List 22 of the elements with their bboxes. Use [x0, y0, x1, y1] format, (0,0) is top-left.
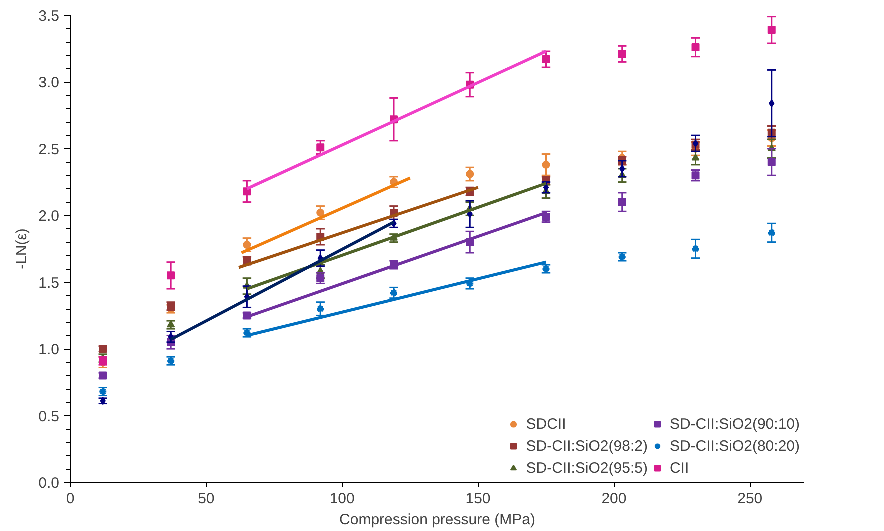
y-tick-label: 1.0: [38, 342, 60, 359]
y-axis-title: -LN(ε): [14, 228, 31, 270]
legend-label: CII: [670, 460, 690, 476]
x-tick-label: 150: [466, 490, 491, 508]
x-tick-label: 0: [66, 490, 75, 508]
legend-label: SDCII: [526, 416, 566, 432]
y-tick-label: 1.5: [38, 274, 60, 292]
x-tick-label: 200: [602, 490, 627, 508]
legend-label: SD-CII:SiO2(95:5): [526, 460, 648, 476]
x-axis-title: Compression pressure (MPa): [340, 512, 536, 528]
legend-label: SD-CII:SiO2(80:20): [670, 438, 800, 454]
y-tick-label: 2.5: [38, 141, 60, 158]
legend-label: SD-CII:SiO2(98:2): [526, 438, 648, 454]
y-tick-label: 0.5: [38, 408, 60, 426]
legend-label: SD-CII:SiO2(90:10): [670, 416, 800, 432]
x-tick-label: 100: [330, 490, 355, 508]
y-tick-label: 3.0: [38, 74, 60, 92]
x-tick-label: 250: [738, 490, 763, 508]
y-tick-label: 2.0: [38, 208, 60, 226]
y-tick-label: 0.0: [38, 475, 60, 492]
y-tick-label: 3.5: [38, 8, 60, 25]
x-tick-label: 50: [198, 490, 215, 508]
